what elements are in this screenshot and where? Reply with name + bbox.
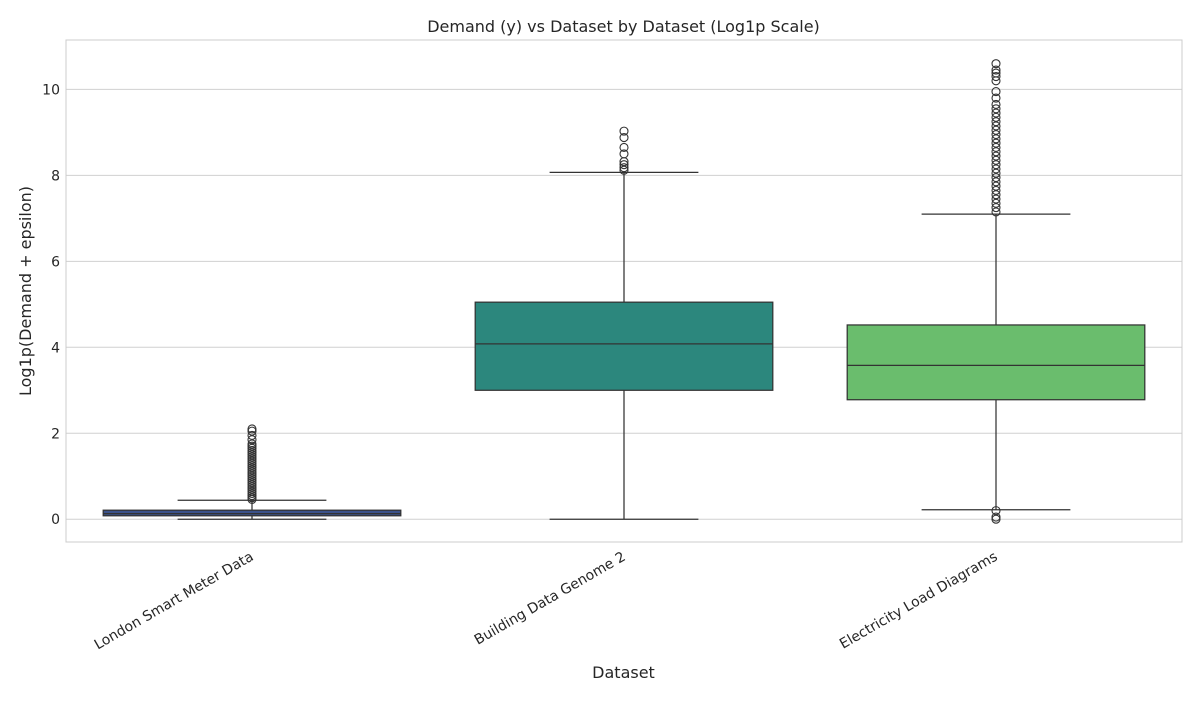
x-tick-label: Electricity Load Diagrams [837, 549, 1000, 653]
outlier-point [991, 164, 1001, 174]
outlier-point [991, 121, 1001, 131]
box-group [474, 126, 774, 520]
outlier-point [991, 108, 1001, 118]
outlier-point [991, 181, 1001, 191]
outlier-point [991, 185, 1001, 195]
outlier-point [247, 439, 257, 449]
outlier-point [619, 126, 629, 136]
outlier-point [247, 430, 257, 440]
iqr-box [846, 324, 1146, 401]
outlier-point [247, 424, 257, 434]
outlier-point [991, 93, 1001, 103]
outlier-point [991, 99, 1001, 110]
outlier-point [991, 71, 1001, 82]
outlier-point [991, 512, 1001, 522]
iqr-box [102, 509, 402, 517]
outlier-point [619, 160, 629, 170]
y-tick-label: 4 [51, 340, 60, 356]
outlier-point [247, 435, 257, 445]
outlier-point [991, 117, 1001, 127]
y-tick-labels: 0 2 4 6 8 10 [42, 82, 60, 528]
outlier-point [991, 207, 1001, 217]
y-tick-label: 10 [42, 82, 60, 98]
chart-title: Demand (y) vs Dataset by Dataset (Log1p … [427, 17, 820, 36]
outlier-point [991, 112, 1001, 122]
iqr-box [474, 301, 774, 391]
outlier-point [991, 172, 1001, 183]
outlier-point [619, 165, 629, 175]
outlier-point [991, 65, 1001, 75]
x-tick-label: Building Data Genome 2 [472, 549, 629, 649]
outlier-point [991, 59, 1001, 69]
plot-frame [65, 39, 1183, 543]
outlier-point [991, 138, 1001, 148]
outlier-point [991, 194, 1001, 204]
outlier-point [991, 125, 1001, 135]
outlier-point [991, 160, 1001, 170]
outlier-point [991, 151, 1001, 161]
outlier-point [991, 203, 1001, 213]
outlier-point [619, 149, 629, 159]
outlier-point [991, 177, 1001, 187]
box-group [846, 59, 1146, 524]
outlier-point [991, 142, 1001, 152]
outlier-point [991, 198, 1001, 208]
y-tick-label: 6 [51, 254, 60, 270]
outlier-point [991, 134, 1001, 144]
outlier-point [991, 130, 1001, 140]
y-tick-label: 8 [51, 168, 60, 184]
y-tick-label: 2 [51, 426, 60, 442]
x-tick-labels: London Smart Meter Data Building Data Gen… [92, 549, 1001, 653]
outlier-point [991, 506, 1001, 516]
box-group [102, 424, 402, 520]
outlier-point [619, 133, 629, 143]
boxes [102, 59, 1146, 524]
y-tick-label: 0 [51, 512, 60, 528]
x-tick-label: London Smart Meter Data [92, 549, 257, 653]
outlier-point [991, 87, 1001, 97]
y-axis-label: Log1p(Demand + epsilon) [16, 186, 35, 396]
outlier-point [619, 163, 629, 173]
outlier-point [991, 68, 1001, 78]
outlier-point [619, 142, 629, 152]
outlier-point [991, 104, 1001, 114]
x-axis-label: Dataset [592, 663, 655, 682]
outlier-point [991, 155, 1001, 165]
outlier-point [991, 168, 1001, 178]
outlier-point [991, 190, 1001, 200]
outlier-point [991, 147, 1001, 157]
